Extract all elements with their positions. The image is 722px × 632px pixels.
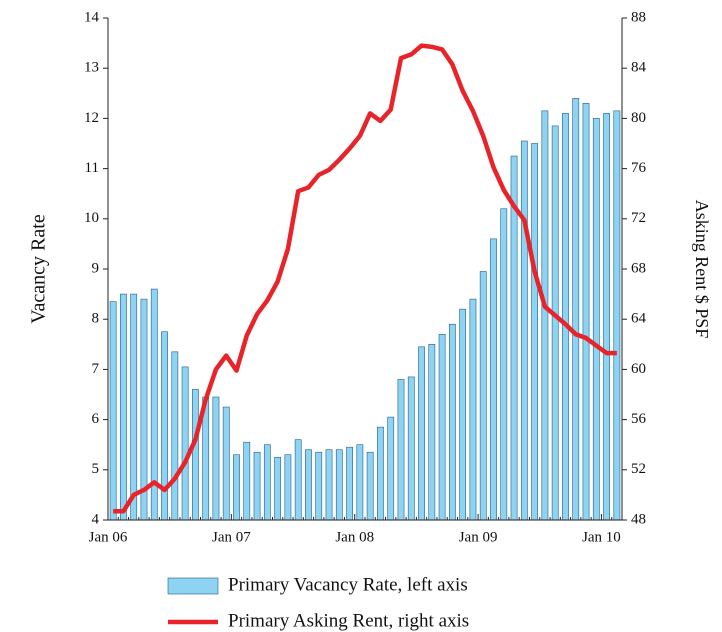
bar: [582, 103, 590, 521]
bar: [325, 449, 333, 521]
line: [113, 43, 617, 514]
bar: [315, 451, 323, 521]
y2-tick-label: 48: [631, 511, 646, 527]
y-tick-label: 10: [84, 210, 99, 226]
bar: [346, 446, 353, 521]
bar: [109, 301, 117, 521]
bar: [397, 379, 405, 521]
y-tick-label: 11: [85, 160, 99, 176]
bar: [284, 454, 292, 521]
bar: [500, 208, 508, 521]
y2-tick-label: 56: [631, 411, 647, 427]
y-tick-label: 12: [84, 110, 99, 126]
legend-label: Primary Asking Rent, right axis: [228, 610, 469, 631]
bar: [551, 125, 559, 521]
bar: [613, 110, 621, 521]
bar: [253, 451, 261, 521]
bar: [418, 346, 425, 521]
bar: [181, 366, 189, 521]
bar: [479, 271, 487, 521]
bar: [263, 444, 271, 521]
bar: [520, 140, 528, 521]
bar: [603, 113, 610, 521]
bar: [171, 351, 179, 521]
x-tick-label: Jan 09: [459, 529, 498, 545]
bar: [130, 293, 138, 521]
bar: [366, 451, 374, 521]
y2-axis-title: Asking Rent $ PSF: [692, 200, 712, 339]
y2-tick-label: 84: [631, 60, 647, 76]
y2-tick-label: 76: [631, 160, 647, 176]
bar: [562, 113, 569, 521]
bar: [356, 444, 364, 521]
bar: [120, 293, 127, 521]
y2-tick-label: 68: [631, 260, 646, 276]
y-tick-label: 6: [92, 411, 100, 427]
x-tick-label: Jan 10: [582, 529, 621, 545]
y2-tick-label: 88: [631, 9, 646, 25]
x-tick-label: Jan 07: [212, 529, 251, 545]
bar: [438, 333, 446, 521]
bar: [335, 449, 343, 521]
y-tick-label: 7: [92, 361, 100, 377]
bar: [294, 439, 302, 521]
bar: [243, 441, 251, 521]
y-tick-label: 13: [84, 60, 99, 76]
y2-tick-label: 60: [631, 361, 646, 377]
bar: [592, 118, 600, 521]
y2-tick-label: 72: [631, 210, 646, 226]
y-tick-label: 9: [92, 260, 100, 276]
y2-tick-label: 64: [631, 311, 647, 327]
y-tick-label: 14: [84, 9, 100, 25]
bar: [428, 343, 436, 521]
bar: [531, 143, 539, 521]
bar: [448, 323, 456, 521]
legend-label: Primary Vacancy Rate, left axis: [228, 574, 468, 595]
y2-tick-label: 80: [631, 110, 646, 126]
bar: [305, 449, 312, 521]
bar: [191, 389, 199, 521]
bar: [387, 416, 395, 521]
legend-swatch: [167, 577, 219, 595]
bar: [222, 406, 230, 521]
y-tick-label: 4: [92, 511, 100, 527]
bar: [490, 238, 497, 521]
x-tick-label: Jan 06: [89, 529, 128, 545]
x-tick-label: Jan 08: [335, 529, 374, 545]
y-tick-label: 5: [92, 461, 100, 477]
y-axis-title: Vacancy Rate: [28, 214, 50, 324]
bar: [541, 110, 549, 521]
y2-tick-label: 52: [631, 461, 646, 477]
bar: [377, 426, 384, 521]
bar: [212, 396, 220, 521]
bar: [459, 308, 467, 521]
y-tick-label: 8: [92, 311, 100, 327]
bar: [407, 376, 415, 521]
bar: [469, 298, 477, 521]
bar: [233, 454, 240, 521]
bar: [274, 456, 282, 521]
bar: [572, 98, 580, 521]
